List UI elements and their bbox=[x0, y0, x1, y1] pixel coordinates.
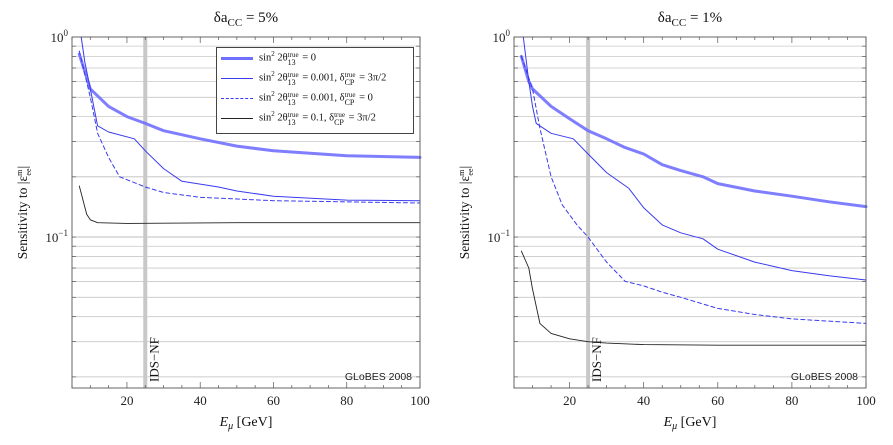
legend-swatch bbox=[221, 56, 253, 60]
x-tick-label: 40 bbox=[637, 393, 650, 408]
title-main: δa bbox=[214, 10, 228, 26]
x-tick-label: 20 bbox=[120, 393, 133, 408]
title-sub: CC bbox=[228, 17, 243, 29]
ylabel-bar: | bbox=[15, 166, 30, 169]
ylabel-sub: ee bbox=[24, 168, 33, 176]
title-rest: = 1% bbox=[686, 10, 722, 26]
series-s3 bbox=[520, 250, 867, 346]
x-tick-label: 80 bbox=[785, 393, 798, 408]
series-s2 bbox=[520, 55, 867, 324]
xlabel-sub: μ bbox=[227, 421, 233, 432]
ylabel-sup: m bbox=[15, 169, 24, 176]
chart-title: δaCC = 5% bbox=[214, 10, 278, 29]
series-s2 bbox=[78, 50, 421, 204]
legend-swatch bbox=[221, 117, 253, 119]
ids-nf-label: IDS−NF bbox=[589, 337, 604, 382]
chart-title: δaCC = 1% bbox=[658, 10, 722, 29]
xlabel-sub: μ bbox=[671, 421, 677, 432]
plot-frame bbox=[71, 36, 421, 389]
y-tick-label: 100 bbox=[493, 28, 511, 45]
tick-exp: −1 bbox=[500, 228, 510, 238]
y-tick-label: 10−1 bbox=[45, 228, 68, 245]
y-tick-label: 10−1 bbox=[487, 228, 510, 245]
tick-base: 10 bbox=[493, 30, 506, 45]
x-tick-label: 100 bbox=[856, 393, 876, 408]
ylabel-bar: | bbox=[457, 166, 472, 169]
legend-label: sin2 2θ true 13 = 0.001, δ true CP = 3π/2 bbox=[259, 70, 387, 87]
legend-entry: sin2 2θ true 13 = 0.001, δ true CP = 3π/2 bbox=[217, 68, 413, 88]
x-axis-label: Eμ [GeV] bbox=[663, 415, 717, 432]
legend-label: sin2 2θ true 13 = 0 bbox=[259, 50, 316, 67]
x-tick-label: 60 bbox=[711, 393, 724, 408]
xlabel-unit: [GeV] bbox=[233, 415, 272, 430]
y-axis-label: Sensitivity to |εmee| bbox=[457, 166, 475, 259]
title-rest: = 5% bbox=[242, 10, 278, 26]
legend-swatch bbox=[221, 97, 253, 99]
tick-exp: 0 bbox=[64, 28, 69, 38]
legend-swatch bbox=[221, 77, 253, 79]
series-s0 bbox=[519, 54, 868, 209]
legend-label: sin2 2θ true 13 = 0.001, δ true CP = 0 bbox=[259, 90, 373, 107]
xlabel-unit: [GeV] bbox=[677, 415, 716, 430]
legend-entry: sin2 2θ true 13 = 0 bbox=[217, 48, 413, 68]
x-tick-label: 20 bbox=[563, 393, 576, 408]
legend: sin2 2θ true 13 = 0 sin2 2θ true 13 = 0.001, … bbox=[216, 47, 414, 134]
tick-base: 10 bbox=[45, 230, 58, 245]
xlabel-e: E bbox=[663, 415, 673, 430]
y-tick-label: 100 bbox=[51, 28, 69, 45]
ylabel-sup: m bbox=[457, 169, 466, 176]
xlabel-e: E bbox=[219, 415, 229, 430]
series-s0 bbox=[77, 52, 422, 159]
ids-nf-label: IDS−NF bbox=[146, 337, 161, 382]
plot-frame bbox=[513, 36, 867, 389]
series-s1 bbox=[80, 36, 421, 202]
tick-exp: 0 bbox=[506, 28, 511, 38]
x-tick-label: 80 bbox=[340, 393, 353, 408]
x-axis-label: Eμ [GeV] bbox=[219, 415, 273, 432]
series-s1 bbox=[522, 36, 867, 281]
globes-annotation: GLoBES 2008 bbox=[345, 371, 412, 383]
y-axis-label: Sensitivity to |εmee| bbox=[15, 166, 33, 259]
tick-exp: −1 bbox=[58, 228, 68, 238]
x-tick-label: 40 bbox=[194, 393, 207, 408]
tick-base: 10 bbox=[51, 30, 64, 45]
ylabel-sub: ee bbox=[466, 168, 475, 176]
series-s3 bbox=[78, 185, 421, 224]
ylabel-main: Sensitivity to |ε bbox=[457, 176, 472, 260]
legend-label: sin2 2θ true 13 = 0.1, δ true CP = 3π/2 bbox=[259, 110, 376, 127]
globes-annotation: GLoBES 2008 bbox=[791, 371, 858, 383]
title-sub: CC bbox=[672, 17, 687, 29]
title-main: δa bbox=[658, 10, 672, 26]
x-tick-label: 100 bbox=[410, 393, 430, 408]
ylabel-main: Sensitivity to |ε bbox=[15, 176, 30, 260]
tick-base: 10 bbox=[487, 230, 500, 245]
legend-entry: sin2 2θ true 13 = 0.1, δ true CP = 3π/2 bbox=[217, 108, 413, 128]
legend-entry: sin2 2θ true 13 = 0.001, δ true CP = 0 bbox=[217, 88, 413, 108]
x-tick-label: 60 bbox=[267, 393, 280, 408]
